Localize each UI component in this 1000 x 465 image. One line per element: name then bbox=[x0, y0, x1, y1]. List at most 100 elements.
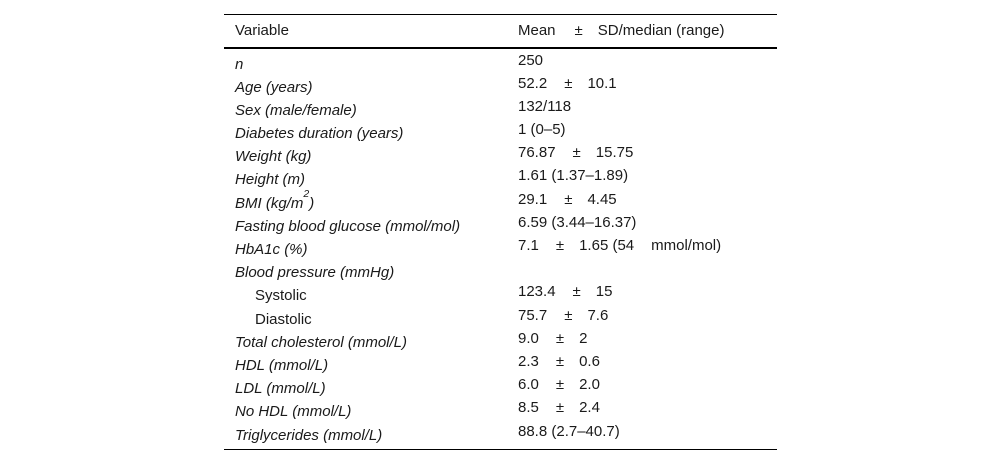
sd-value: 2.0 bbox=[579, 376, 600, 394]
table-row-hba1c: HbA1c (%) 7.1 ±1.65 (54 mmol/mol) bbox=[224, 234, 777, 257]
value-cell: 6.59 (3.44–16.37) bbox=[518, 211, 777, 234]
table-header-row: Variable Mean ± SD/median (range) bbox=[224, 15, 777, 49]
header-plusminus: ± bbox=[574, 22, 583, 39]
plusminus-sign: ± bbox=[555, 237, 565, 254]
table-row-no-hdl: No HDL (mmol/L) 8.5 ±2.4 bbox=[224, 396, 777, 419]
variable-label: Diabetes duration (years) bbox=[235, 125, 404, 142]
table-row-age: Age (years) 52.2 ±10.1 bbox=[224, 72, 777, 95]
sd-value: 15 bbox=[595, 283, 613, 301]
value-cell: 123.4 ±15 bbox=[518, 280, 777, 303]
variable-cell: Systolic bbox=[224, 280, 518, 303]
table-row-diabetes-duration: Diabetes duration (years) 1 (0–5) bbox=[224, 118, 777, 141]
value-cell: 6.0 ±2.0 bbox=[518, 373, 777, 396]
variable-label: LDL (mmol/L) bbox=[235, 380, 326, 397]
mean-value: 250 bbox=[518, 51, 544, 69]
value-cell bbox=[518, 257, 777, 280]
sd-value: 4.45 bbox=[587, 190, 617, 208]
mean-value: 8.5 bbox=[518, 399, 539, 417]
variable-cell: Total cholesterol (mmol/L) bbox=[224, 327, 518, 350]
variable-cell: HDL (mmol/L) bbox=[224, 350, 518, 373]
sd-value: 2.4 bbox=[579, 399, 600, 417]
variable-cell: No HDL (mmol/L) bbox=[224, 396, 518, 419]
table-row-diastolic: Diastolic 75.7 ±7.6 bbox=[224, 304, 777, 327]
variable-label: Total cholesterol (mmol/L) bbox=[235, 333, 408, 350]
extra-value: mmol/mol) bbox=[651, 237, 722, 254]
characteristics-table: Variable Mean ± SD/median (range) n 250 Ag… bbox=[224, 14, 777, 450]
plusminus-sign: ± bbox=[572, 283, 581, 301]
variable-label: Blood pressure (mmHg) bbox=[235, 264, 395, 281]
variable-label: Systolic bbox=[255, 287, 307, 304]
variable-label: Weight (kg) bbox=[235, 148, 312, 165]
variable-cell: Triglycerides (mmol/L) bbox=[224, 420, 518, 443]
plusminus-sign: ± bbox=[555, 352, 565, 370]
value-cell: 52.2 ±10.1 bbox=[518, 72, 777, 95]
variable-cell: Height (m) bbox=[224, 164, 518, 187]
mean-value: 7.1 bbox=[518, 237, 539, 254]
variable-label: BMI (kg/m bbox=[235, 194, 304, 211]
table-row-sex: Sex (male/female) 132/118 bbox=[224, 95, 777, 118]
table-row-hdl: HDL (mmol/L) 2.3 ±0.6 bbox=[224, 350, 777, 373]
variable-cell: Diabetes duration (years) bbox=[224, 118, 518, 141]
plusminus-sign: ± bbox=[555, 329, 565, 347]
header-variable-label: Variable bbox=[235, 22, 289, 39]
table-body: n 250 Age (years) 52.2 ±10.1 Sex (male/fe… bbox=[224, 49, 777, 449]
sd-value: 1.65 (54 bbox=[579, 237, 635, 254]
mean-value: 6.59 (3.44–16.37) bbox=[518, 213, 637, 231]
value-cell: 132/118 bbox=[518, 95, 777, 118]
table-row-height: Height (m) 1.61 (1.37–1.89) bbox=[224, 164, 777, 187]
variable-cell: n bbox=[224, 49, 518, 72]
variable-cell: LDL (mmol/L) bbox=[224, 373, 518, 396]
value-cell: 2.3 ±0.6 bbox=[518, 350, 777, 373]
variable-label: Triglycerides (mmol/L) bbox=[235, 426, 383, 443]
plusminus-sign: ± bbox=[555, 376, 565, 394]
value-cell: 9.0 ±2 bbox=[518, 327, 777, 350]
mean-value: 76.87 bbox=[518, 144, 556, 162]
sd-value: 10.1 bbox=[587, 74, 617, 92]
variable-superscript: 2 bbox=[303, 187, 310, 200]
value-cell: 1 (0–5) bbox=[518, 118, 777, 141]
value-cell: 75.7 ±7.6 bbox=[518, 304, 777, 327]
plusminus-sign: ± bbox=[572, 144, 581, 162]
variable-cell: Diastolic bbox=[224, 304, 518, 327]
mean-value: 132/118 bbox=[518, 97, 572, 115]
variable-cell: Weight (kg) bbox=[224, 141, 518, 164]
variable-label: No HDL (mmol/L) bbox=[235, 403, 352, 420]
sd-value: 15.75 bbox=[595, 144, 634, 162]
mean-value: 29.1 bbox=[518, 190, 548, 208]
sd-value: 0.6 bbox=[579, 352, 600, 370]
plusminus-sign: ± bbox=[564, 74, 573, 92]
header-values: Mean ± SD/median (range) bbox=[518, 15, 777, 47]
mean-value: 52.2 bbox=[518, 74, 548, 92]
plusminus-sign: ± bbox=[564, 306, 573, 324]
table-row-systolic: Systolic 123.4 ±15 bbox=[224, 280, 777, 303]
plusminus-sign: ± bbox=[564, 190, 573, 208]
variable-label: Age (years) bbox=[235, 78, 313, 95]
table-row-triglycerides: Triglycerides (mmol/L) 88.8 (2.7–40.7) bbox=[224, 420, 777, 443]
sd-value: 7.6 bbox=[587, 306, 609, 324]
sd-value: 2 bbox=[579, 329, 588, 347]
variable-label: n bbox=[235, 55, 244, 72]
table-row-fasting-glucose: Fasting blood glucose (mmol/mol) 6.59 (3… bbox=[224, 211, 777, 234]
value-cell: 7.1 ±1.65 (54 mmol/mol) bbox=[518, 234, 777, 257]
mean-value: 88.8 (2.7–40.7) bbox=[518, 422, 620, 440]
variable-cell: BMI (kg/m2) bbox=[224, 188, 518, 211]
table-row-ldl: LDL (mmol/L) 6.0 ±2.0 bbox=[224, 373, 777, 396]
value-cell: 29.1 ±4.45 bbox=[518, 188, 777, 211]
table-row-blood-pressure: Blood pressure (mmHg) bbox=[224, 257, 777, 280]
mean-value: 123.4 bbox=[518, 283, 556, 301]
table-row-n: n 250 bbox=[224, 49, 777, 72]
mean-value: 1 (0–5) bbox=[518, 121, 566, 139]
mean-value: 1.61 (1.37–1.89) bbox=[518, 167, 629, 185]
mean-value: 6.0 bbox=[518, 376, 539, 394]
variable-cell: Sex (male/female) bbox=[224, 95, 518, 118]
header-variable: Variable bbox=[224, 15, 518, 47]
plusminus-sign: ± bbox=[555, 399, 565, 417]
variable-label: HbA1c (%) bbox=[235, 241, 308, 258]
variable-label: HDL (mmol/L) bbox=[235, 356, 329, 374]
header-mean-label: Mean bbox=[518, 22, 556, 39]
value-cell: 1.61 (1.37–1.89) bbox=[518, 164, 777, 187]
variable-cell: Blood pressure (mmHg) bbox=[224, 257, 518, 280]
variable-cell: Age (years) bbox=[224, 72, 518, 95]
variable-label: Height (m) bbox=[235, 171, 306, 188]
